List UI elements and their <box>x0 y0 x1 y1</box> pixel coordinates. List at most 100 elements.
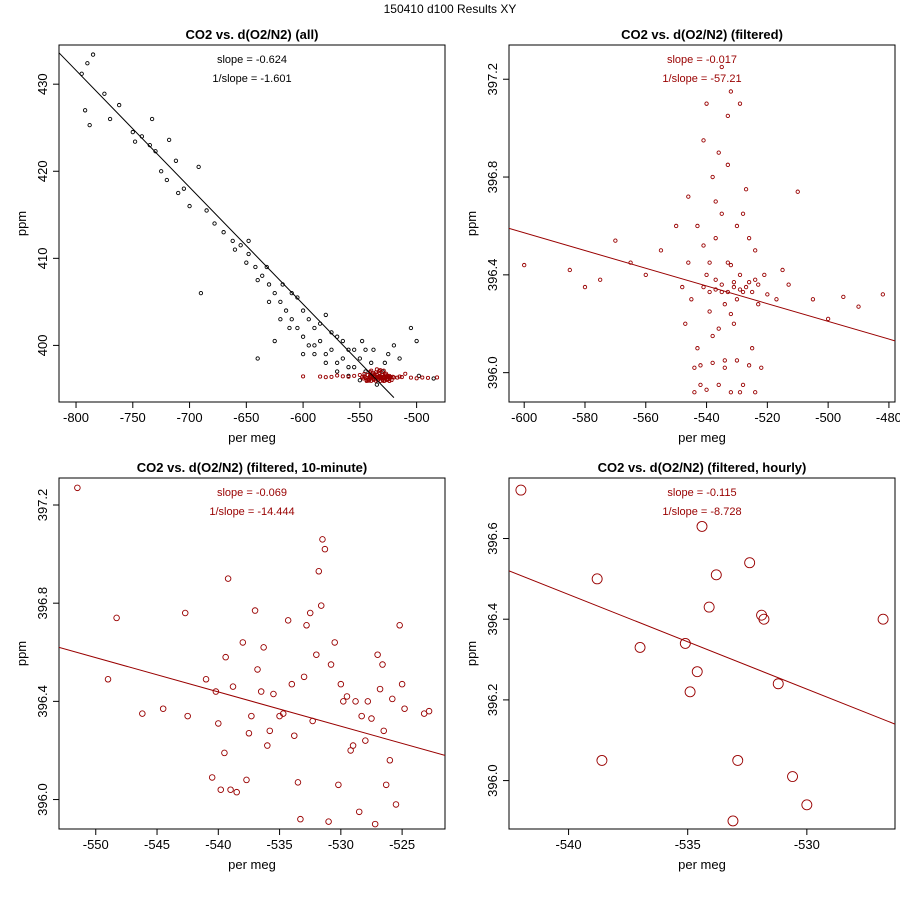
filtered-overlay-point <box>381 375 386 380</box>
x-tick-label: -750 <box>120 410 146 425</box>
chart-panel-1: CO2 vs. d(O2/N2) (all) slope = -0.624 1/sl… <box>14 27 446 445</box>
data-point <box>643 272 648 277</box>
data-point <box>753 248 758 253</box>
data-point <box>780 267 785 273</box>
data-point <box>260 644 267 651</box>
chart-panel-4: CO2 vs. d(O2/N2) (filtered, hourly) slope… <box>464 460 896 872</box>
x-tick-label: -650 <box>233 410 259 425</box>
data-point <box>756 282 761 287</box>
y-tick-label: 396.0 <box>35 783 50 816</box>
data-point <box>787 771 798 783</box>
filtered-overlay-point <box>403 371 408 376</box>
data-point <box>362 737 369 744</box>
filtered-overlay-point <box>368 375 373 380</box>
data-point <box>357 378 363 383</box>
chart-title: CO2 vs. d(O2/N2) (filtered) <box>621 27 783 42</box>
data-point <box>340 356 345 361</box>
data-point <box>398 680 406 688</box>
data-point <box>707 260 712 265</box>
data-point <box>204 208 209 213</box>
data-point <box>270 690 277 698</box>
fit-line <box>59 52 395 398</box>
data-point <box>704 272 709 277</box>
x-tick-label: -525 <box>389 837 415 852</box>
plot-frame <box>58 477 446 830</box>
slope-annotation: 1/slope = -57.21 <box>662 73 741 85</box>
filtered-overlay-point <box>374 375 379 380</box>
plot-frame <box>508 44 896 403</box>
data-point <box>166 137 172 143</box>
data-point <box>159 169 164 174</box>
y-tick-label: 410 <box>35 247 50 269</box>
data-point <box>340 338 345 344</box>
filtered-overlay-point <box>414 376 419 381</box>
y-tick-label: 396.6 <box>485 522 500 555</box>
data-point <box>710 569 722 581</box>
data-point <box>743 284 749 290</box>
y-tick-label: 396.0 <box>485 764 500 797</box>
data-point <box>695 346 700 351</box>
data-point <box>386 351 391 357</box>
data-point <box>691 666 703 678</box>
data-point <box>87 122 92 128</box>
data-point <box>90 52 96 57</box>
data-point <box>227 786 234 793</box>
data-point <box>743 187 749 192</box>
x-tick-label: -800 <box>63 410 89 425</box>
data-point <box>266 282 272 287</box>
data-point <box>749 289 755 295</box>
data-point <box>224 575 232 582</box>
data-point <box>246 238 251 244</box>
x-tick-label: -560 <box>633 410 659 425</box>
x-tick-label: -480 <box>876 410 900 425</box>
slope-annotation: slope = -0.069 <box>217 487 287 499</box>
data-point <box>331 639 338 646</box>
fit-line <box>509 570 895 725</box>
x-tick-label: -535 <box>267 837 293 852</box>
x-tick-label: -540 <box>694 410 720 425</box>
data-point <box>334 360 340 365</box>
data-point <box>707 309 712 314</box>
data-point <box>257 688 265 695</box>
data-point <box>698 363 703 368</box>
data-point <box>707 289 712 295</box>
data-point <box>389 695 396 703</box>
data-point <box>349 742 357 749</box>
data-point <box>164 177 170 183</box>
x-tick-label: -580 <box>572 410 598 425</box>
data-point <box>288 680 296 688</box>
data-point <box>856 304 861 309</box>
data-point <box>335 781 342 789</box>
data-point <box>679 637 691 649</box>
data-point <box>683 321 688 326</box>
filtered-overlay-point <box>364 378 369 383</box>
data-point <box>139 710 146 717</box>
y-tick-label: 396.4 <box>35 685 50 718</box>
data-point <box>841 294 846 300</box>
y-tick-label: 400 <box>35 335 50 357</box>
y-tick-label: 396.8 <box>35 587 50 620</box>
slope-annotation: slope = -0.017 <box>667 54 737 66</box>
data-point <box>762 272 767 277</box>
data-point <box>374 651 381 658</box>
data-point <box>710 174 715 180</box>
data-point <box>253 264 258 270</box>
data-point <box>382 781 390 789</box>
data-point <box>598 277 603 282</box>
data-point <box>374 382 380 387</box>
data-point <box>522 262 527 268</box>
x-tick-label: -530 <box>794 837 820 852</box>
data-point <box>173 158 179 163</box>
x-tick-label: -520 <box>754 410 780 425</box>
data-point <box>212 221 217 226</box>
data-point <box>289 317 294 322</box>
data-point <box>198 291 204 296</box>
data-point <box>300 308 306 313</box>
data-point <box>658 248 664 253</box>
data-point <box>355 808 363 816</box>
data-point <box>217 786 225 793</box>
data-point <box>294 779 302 786</box>
data-point <box>323 351 328 357</box>
filtered-overlay-point <box>420 375 425 380</box>
